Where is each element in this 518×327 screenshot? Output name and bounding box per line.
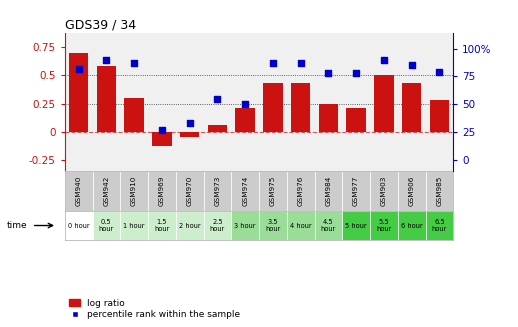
Bar [263,83,283,132]
Bar [97,66,116,132]
Text: time: time [7,221,28,230]
Bar [259,171,287,211]
Text: GSM940: GSM940 [76,176,82,206]
Bar [120,171,148,211]
Bar [176,211,204,240]
Text: GDS39 / 34: GDS39 / 34 [65,19,136,31]
Text: 0.5
hour: 0.5 hour [99,219,114,232]
Text: 5.5
hour: 5.5 hour [376,219,392,232]
Bar [398,171,425,211]
Bar [152,132,171,146]
Bar [231,171,259,211]
Bar [429,100,449,132]
Text: GSM977: GSM977 [353,176,359,206]
Text: 1 hour: 1 hour [123,222,145,229]
Text: GSM975: GSM975 [270,176,276,206]
Bar [69,53,89,132]
Point [408,63,416,68]
Bar [235,108,255,132]
Bar [259,211,287,240]
Text: 6.5
hour: 6.5 hour [431,219,447,232]
Text: 3 hour: 3 hour [234,222,256,229]
Text: 0 hour: 0 hour [68,222,90,229]
Bar [402,83,421,132]
Bar [124,98,144,132]
Point [157,127,166,132]
Text: 2 hour: 2 hour [179,222,200,229]
Bar [204,211,231,240]
Text: GSM970: GSM970 [186,176,193,206]
Bar [204,171,231,211]
Point [324,71,333,76]
Bar [370,171,398,211]
Bar [287,171,314,211]
Bar [314,171,342,211]
Text: GSM969: GSM969 [159,176,165,206]
Bar [65,171,93,211]
Bar [65,211,93,240]
Text: GSM985: GSM985 [436,176,442,206]
Text: GSM906: GSM906 [409,176,414,206]
Text: GSM974: GSM974 [242,176,248,206]
Point [296,60,305,66]
Bar [398,211,425,240]
Point [380,57,388,62]
Text: 2.5
hour: 2.5 hour [210,219,225,232]
Bar [231,211,259,240]
Text: 4.5
hour: 4.5 hour [321,219,336,232]
Bar [208,125,227,132]
Text: GSM903: GSM903 [381,176,387,206]
Bar [287,211,314,240]
Bar [180,132,199,137]
Legend: log ratio, percentile rank within the sample: log ratio, percentile rank within the sa… [69,299,240,319]
Point [75,66,83,71]
Bar [291,83,310,132]
Text: 6 hour: 6 hour [401,222,423,229]
Bar [342,211,370,240]
Text: 3.5
hour: 3.5 hour [265,219,281,232]
Bar [370,211,398,240]
Bar [93,171,120,211]
Bar [176,171,204,211]
Point [435,69,443,75]
Point [241,102,249,107]
Text: 4 hour: 4 hour [290,222,311,229]
Text: GSM910: GSM910 [131,176,137,206]
Bar [425,211,453,240]
Text: 1.5
hour: 1.5 hour [154,219,169,232]
Bar [347,108,366,132]
Bar [374,76,394,132]
Text: GSM942: GSM942 [104,176,109,206]
Bar [148,171,176,211]
Text: GSM976: GSM976 [298,176,304,206]
Bar [148,211,176,240]
Point [102,57,110,62]
Bar [425,171,453,211]
Text: GSM984: GSM984 [325,176,332,206]
Point [269,60,277,66]
Point [213,96,222,101]
Point [352,71,361,76]
Bar [319,104,338,132]
Bar [342,171,370,211]
Bar [93,211,120,240]
Point [130,60,138,66]
Point [185,121,194,126]
Bar [120,211,148,240]
Text: GSM973: GSM973 [214,176,220,206]
Text: 5 hour: 5 hour [346,222,367,229]
Bar [314,211,342,240]
